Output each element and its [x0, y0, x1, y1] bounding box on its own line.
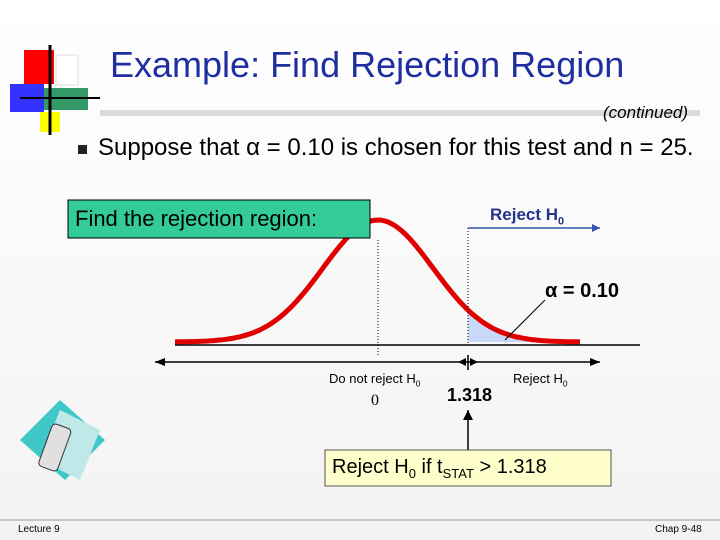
bullet-marker — [78, 145, 87, 154]
reject-top-sub: 0 — [558, 215, 565, 228]
conclusion-sub1: 0 — [408, 466, 416, 481]
footer-right: Chap 9-48 — [655, 524, 702, 535]
do-not-reject-sub: 0 — [415, 378, 421, 389]
title-rule — [100, 110, 700, 116]
conclusion-part2: if t — [415, 456, 443, 478]
footer-left: Lecture 9 — [18, 524, 60, 535]
reject-top: Reject H0 — [490, 205, 564, 227]
bullet-text: Suppose that α = 0.10 is chosen for this… — [98, 134, 694, 161]
reject-small-text: Reject H — [513, 371, 563, 386]
conclusion-part3: > 1.318 — [473, 456, 547, 478]
center-value: 0 — [371, 392, 379, 409]
prompt: Find the rejection region: — [75, 206, 318, 231]
reject-arrowhead — [592, 224, 600, 232]
reject-top-text: Reject H — [490, 205, 559, 224]
do-not-reject: Do not reject H0 — [329, 371, 420, 389]
alpha-label: α = 0.10 — [545, 280, 620, 302]
distribution-curve — [174, 217, 581, 345]
conclusion: Reject H0 if tSTAT > 1.318 — [332, 456, 547, 481]
conclusion-box — [324, 449, 612, 487]
clip-art-phone — [38, 423, 72, 472]
rejection-area — [468, 310, 580, 342]
conclusion-part1: Reject H — [332, 456, 409, 478]
reject-small-sub: 0 — [562, 378, 568, 389]
prompt-box — [67, 199, 371, 239]
reject-small: Reject H0 — [513, 371, 568, 389]
subtitle: (continued) — [603, 103, 689, 122]
conclusion-sub2: STAT — [442, 466, 474, 481]
alpha-pointer — [504, 299, 546, 341]
do-not-reject-text: Do not reject H — [329, 371, 416, 386]
title: Example: Find Rejection Region — [110, 44, 625, 85]
critical-value: 1.318 — [447, 385, 493, 405]
deco-white — [55, 54, 79, 86]
pointer-up-head — [463, 410, 473, 420]
